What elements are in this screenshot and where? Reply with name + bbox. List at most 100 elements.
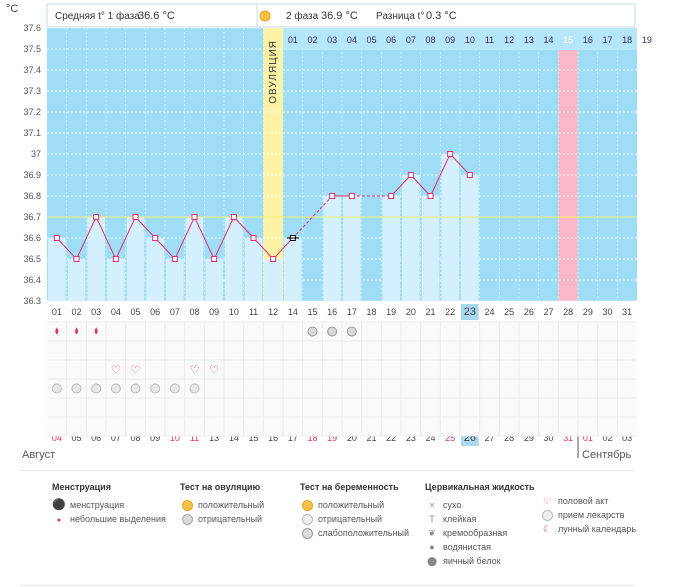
pregnancy-negative-icon (300, 512, 314, 526)
temperature-bar (441, 154, 459, 301)
highlight-column (558, 28, 578, 301)
temperature-bar (284, 238, 302, 301)
temperature-bar (205, 259, 223, 301)
plot-area (47, 27, 637, 302)
phase2-day-label: 07 (406, 35, 416, 45)
date-label: 13 (209, 433, 219, 443)
temperature-line-segment (213, 216, 235, 260)
cycle-day-label: 05 (130, 307, 140, 317)
legend-item-label: слабоположительный (318, 528, 410, 538)
legend-item-label: положительный (198, 500, 265, 510)
legend-item: ☾ лунный календарь (540, 522, 636, 536)
temperature-bar (146, 238, 164, 301)
date-label: 27 (484, 433, 494, 443)
temperature-bar (185, 217, 204, 301)
pill-icon (189, 383, 200, 394)
date-label: 15 (248, 433, 258, 443)
heart-icon: ♡ (111, 365, 121, 377)
date-label: 25 (445, 433, 455, 443)
legend-item-label: половой акт (558, 496, 609, 506)
legend-item-label: кремообразная (443, 528, 508, 538)
sticky-icon: T (429, 514, 435, 524)
cycle-day-label: 11 (249, 307, 258, 317)
phase2-day-label: 12 (504, 35, 514, 45)
symptom-rows: ♡ ♡ ♡ ♡ (47, 321, 637, 437)
date-label: 28 (504, 433, 514, 443)
cycle-day-label: 24 (484, 307, 494, 317)
phase1-value: 36.6 °C (138, 10, 175, 22)
y-tick-label: 36.4 (23, 275, 41, 285)
cycle-day-label: 03 (91, 307, 101, 317)
temperature-bar (421, 196, 440, 301)
pill-icon (71, 383, 82, 394)
ovulation-test-negative-icon (307, 326, 318, 337)
ovulation-label: ОВУЛЯЦИЯ (268, 40, 279, 104)
date-label: 31 (563, 433, 573, 443)
temperature-bar (48, 238, 66, 301)
small-drop-icon: ● (56, 517, 62, 524)
temperature-line-segment (154, 237, 176, 260)
temperature-line-segment (56, 237, 77, 260)
temperature-point (427, 193, 434, 199)
legend-item-label: отрицательный (318, 514, 383, 524)
temperature-line-segment (194, 216, 215, 260)
temperature-bar (244, 238, 263, 301)
y-tick-label: 36.5 (23, 254, 41, 264)
temperature-bar (343, 196, 361, 301)
date-label: 09 (150, 433, 160, 443)
temperature-point (447, 151, 454, 157)
temperature-point (132, 214, 139, 220)
y-tick-label: 37 (31, 149, 41, 159)
y-tick-label: 37.1 (23, 128, 41, 138)
temperature-line-segment (233, 216, 254, 239)
date-label: 03 (622, 433, 632, 443)
menstruation-drop-icon (94, 327, 98, 335)
temperature-line-segment (76, 216, 97, 260)
legend-item: отрицательный (180, 512, 264, 526)
month-label-left: Август (22, 449, 55, 461)
phase2-day-label: 13 (524, 35, 534, 45)
negative-test-icon (180, 512, 194, 526)
phase2-day-label: 05 (366, 35, 376, 45)
pregnancy-positive-icon (300, 498, 314, 512)
y-tick-label: 37.4 (23, 65, 41, 75)
pill-icon (91, 383, 102, 394)
temperature-point (329, 193, 336, 199)
temperature-line-segment (135, 216, 156, 239)
temperature-point (152, 235, 159, 241)
pill-icon (540, 508, 554, 522)
temperature-point (53, 235, 60, 241)
positive-test-icon (180, 498, 194, 512)
temperature-line-segment (95, 216, 117, 260)
date-label: 22 (386, 433, 396, 443)
y-axis-label: °C (6, 3, 18, 15)
cycle-day-label: 15 (307, 307, 317, 317)
legend-other: ♡ половой акт прием лекарств ☾ лунный кале… (540, 494, 636, 536)
legend-item: слабоположительный (300, 526, 409, 540)
legend-item: × сухо (425, 498, 535, 512)
moon-icon: ☾ (542, 524, 552, 534)
temperature-point (171, 256, 178, 262)
phase2-day-label: 11 (485, 35, 494, 45)
temperature-line-segment (449, 153, 471, 176)
temperature-bar (382, 196, 400, 301)
legend-item: ⚫ менструация (52, 498, 166, 512)
date-label: 24 (425, 433, 435, 443)
pill-icon (130, 383, 141, 394)
temperature-line-segment (272, 237, 294, 260)
date-label: 02 (602, 433, 612, 443)
temperature-line-segment (410, 174, 431, 197)
legend-item-label: водянистая (443, 542, 492, 552)
cycle-day-label: 06 (150, 307, 160, 317)
date-label: 21 (366, 433, 376, 443)
y-tick-label: 37.3 (23, 86, 41, 96)
heart-icon: ♡ (190, 365, 200, 377)
temperature-series (47, 151, 637, 301)
phase2-day-label: 10 (465, 35, 475, 45)
temperature-point (466, 172, 473, 178)
date-label: 16 (268, 433, 278, 443)
phase2-day-label: 14 (543, 35, 553, 45)
cycle-day-label: 16 (327, 307, 337, 317)
phase2-day-label: 04 (347, 35, 357, 45)
legend-item: ● небольшие выделения (52, 512, 166, 526)
